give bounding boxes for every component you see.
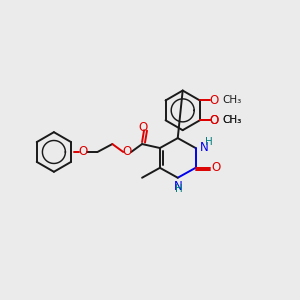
Text: O: O [209, 114, 218, 127]
Text: H: H [175, 184, 183, 194]
Text: O: O [209, 94, 218, 107]
Text: H: H [205, 137, 212, 147]
Text: N: N [200, 140, 208, 154]
Text: O: O [209, 114, 218, 127]
Text: O: O [212, 161, 221, 174]
Text: O: O [138, 121, 148, 134]
Text: CH₃: CH₃ [222, 95, 241, 106]
Text: O: O [78, 146, 87, 158]
Text: N: N [174, 180, 183, 193]
Text: CH₃: CH₃ [222, 115, 241, 125]
Text: O: O [123, 146, 132, 158]
Text: CH₃: CH₃ [222, 115, 241, 125]
